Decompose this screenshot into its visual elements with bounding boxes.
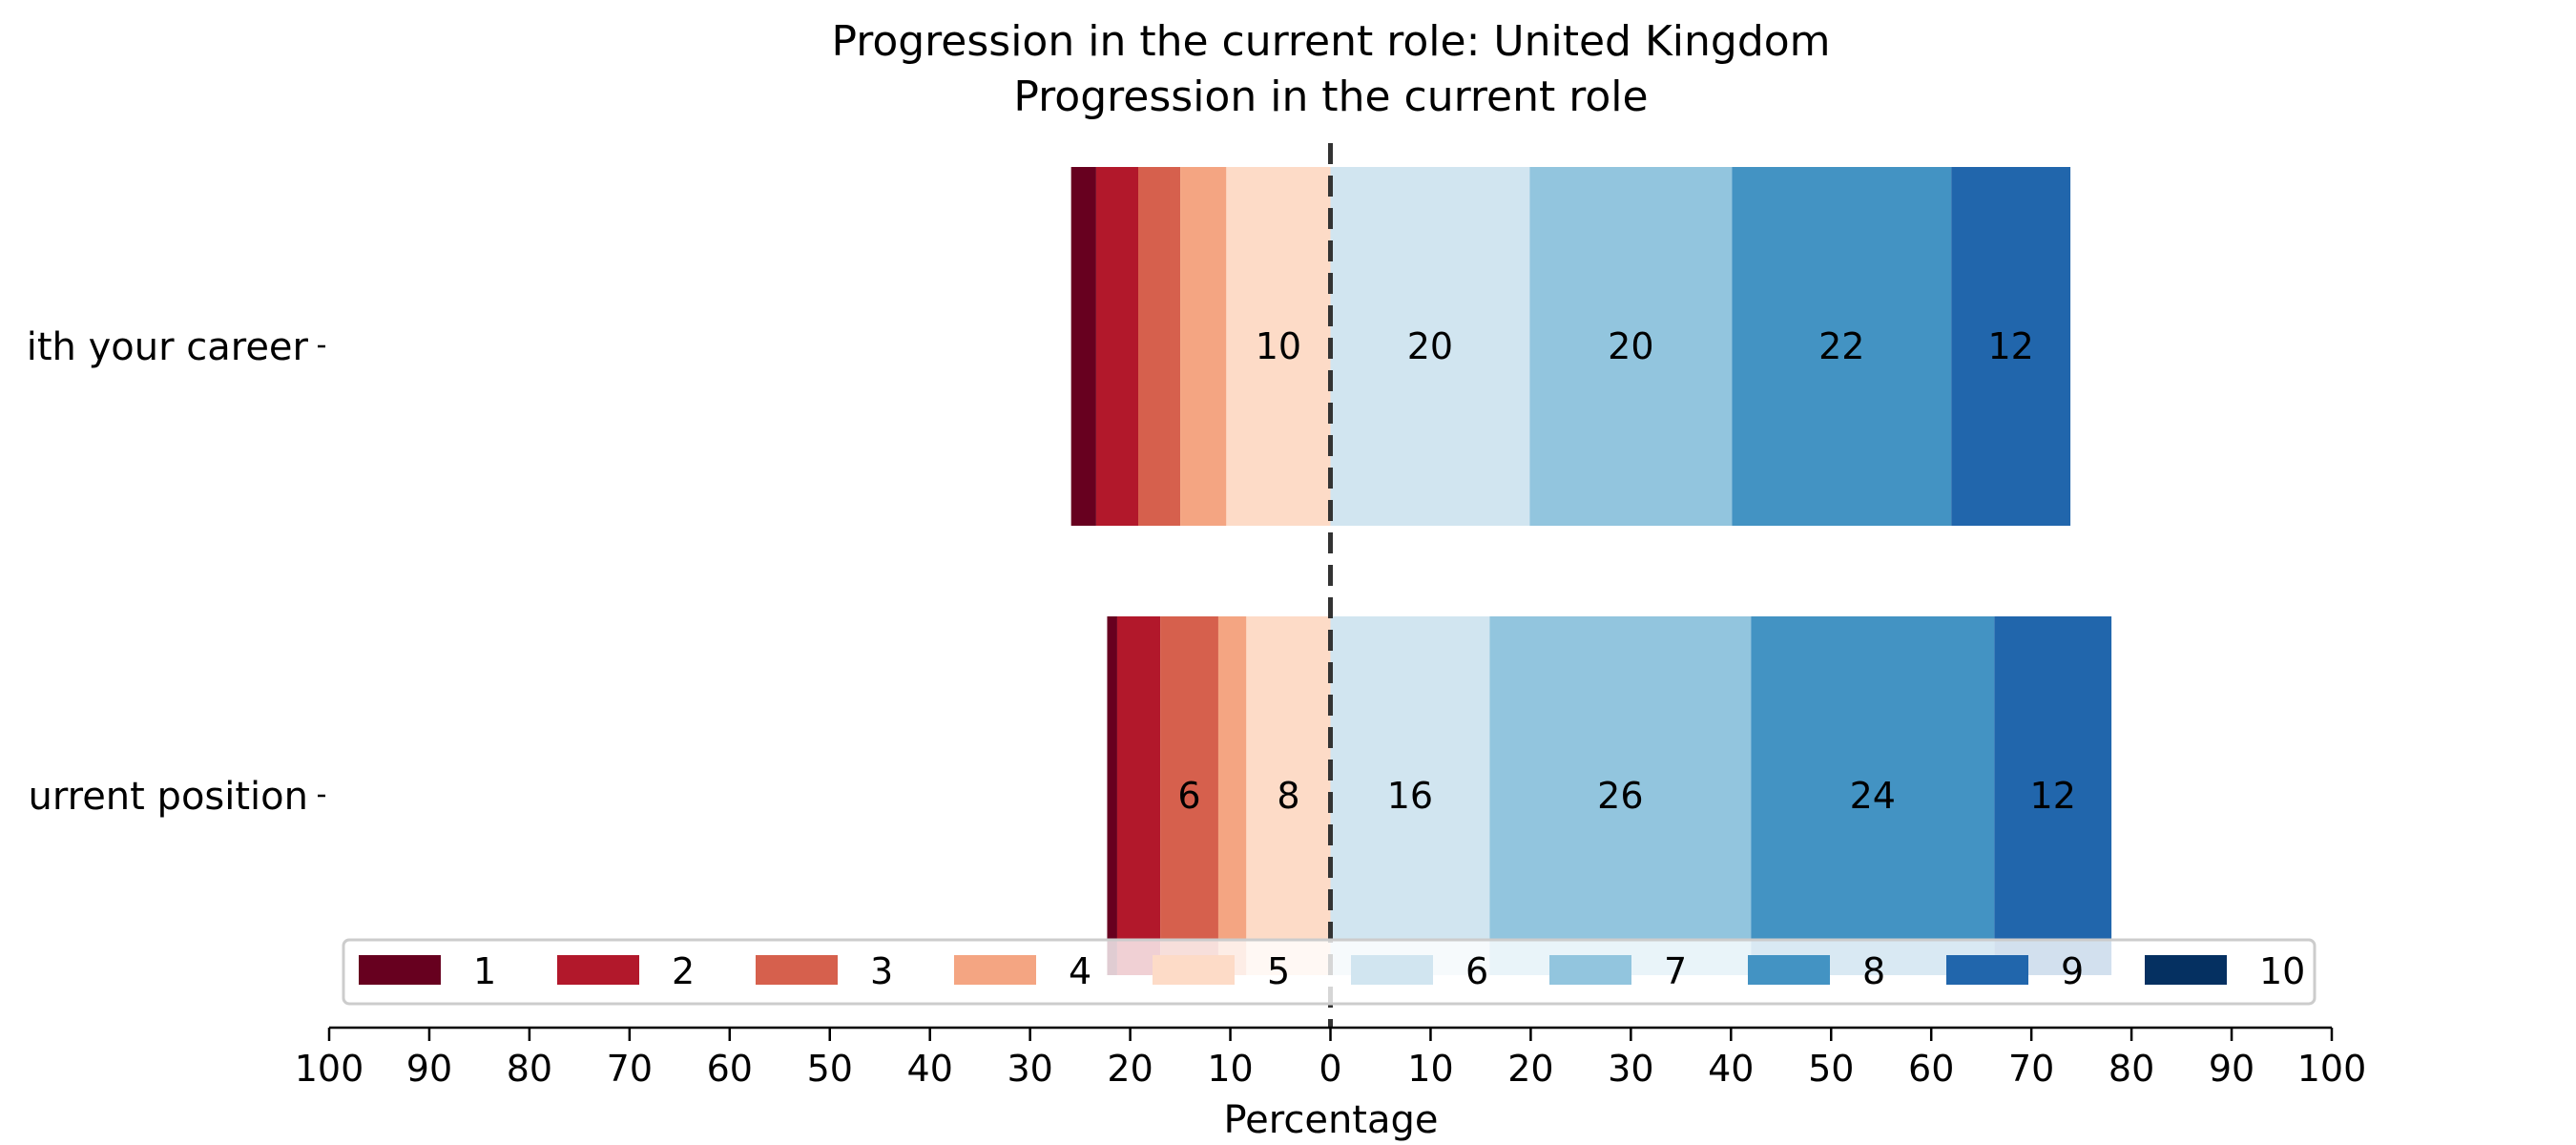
legend-label-1: 1 [473,950,496,992]
legend-swatch-6 [1351,955,1433,985]
x-tick-label-6: 40 [907,1048,953,1090]
bar-segment-2-8 [1751,616,1995,975]
legend-swatch-9 [1946,955,2028,985]
x-tick-label-19: 90 [2209,1048,2254,1090]
x-axis-label: Percentage [1223,1098,1438,1142]
data-label-2-6: 16 [1387,775,1433,817]
bar-segment-2-2 [1116,616,1161,975]
bar-segment-1-3 [1137,167,1181,526]
bar-segment-2-4 [1217,616,1247,975]
data-label-1-6: 20 [1407,325,1453,367]
legend-label-7: 7 [1664,950,1687,992]
bar-segment-1-5 [1226,167,1331,526]
bar-segment-2-7 [1489,616,1752,975]
x-tick-label-17: 70 [2008,1048,2054,1090]
data-label-1-9: 12 [1987,325,2033,367]
data-label-2-9: 12 [2030,775,2076,817]
x-tick-label-7: 30 [1007,1048,1052,1090]
bar-segment-2-5 [1246,616,1331,975]
chart-title: Progression in the current role: United … [831,17,1830,66]
x-tick-label-5: 50 [807,1048,853,1090]
data-label-2-7: 26 [1597,775,1643,817]
bars-group [1070,167,2112,975]
bar-segment-2-9 [1994,616,2112,975]
x-tick-label-20: 100 [2297,1048,2367,1090]
bar-segment-1-6 [1330,167,1530,526]
legend-swatch-2 [557,955,639,985]
bar-segment-1-1 [1070,167,1096,526]
legend-label-5: 5 [1267,950,1290,992]
x-axis: 100 90 80 70 60 50 40 30 20 10 0 10 20 30 40 50 60 70 80 90… [295,1026,2367,1142]
y-tick-label-2: urrent position [29,775,308,819]
legend-swatch-5 [1153,955,1235,985]
x-tick-label-2: 80 [507,1048,552,1090]
bar-segment-1-2 [1095,167,1138,526]
legend-swatch-10 [2145,955,2227,985]
y-axis: ith your career urrent position [27,325,325,819]
x-tick-label-4: 60 [707,1048,753,1090]
legend-label-9: 9 [2061,950,2084,992]
legend-swatch-3 [756,955,838,985]
bar-segment-1-4 [1180,167,1227,526]
x-tick-label-18: 80 [2109,1048,2154,1090]
x-tick-label-15: 50 [1808,1048,1854,1090]
x-tick-label-10: 0 [1319,1048,1341,1090]
data-label-2-3: 6 [1177,775,1200,817]
bar-segment-1-7 [1529,167,1733,526]
legend-label-8: 8 [1862,950,1885,992]
x-tick-label-1: 90 [406,1048,452,1090]
chart-subtitle: Progression in the current role [1013,73,1648,121]
legend-label-2: 2 [672,950,695,992]
x-tick-label-14: 40 [1708,1048,1754,1090]
bar-segment-1-8 [1732,167,1952,526]
bar-segment-2-3 [1160,616,1218,975]
data-label-1-7: 20 [1608,325,1653,367]
bar-segment-2-6 [1330,616,1490,975]
legend-label-3: 3 [870,950,893,992]
legend-label-4: 4 [1069,950,1091,992]
legend-label-6: 6 [1465,950,1488,992]
legend-swatch-1 [359,955,441,985]
data-label-2-8: 24 [1850,775,1896,817]
x-tick-label-3: 70 [607,1048,653,1090]
legend: 1 2 3 4 5 6 7 8 9 10 [342,938,2316,1006]
bar-segment-1-9 [1951,167,2071,526]
x-ticks: 100 90 80 70 60 50 40 30 20 10 0 10 20 30 40 50 60 70 80 90… [295,1028,2367,1090]
x-tick-label-11: 10 [1407,1048,1453,1090]
data-label-1-8: 22 [1818,325,1864,367]
bar-segment-2-1 [1107,616,1117,975]
data-labels-group: 10 20 20 22 12 6 8 16 26 24 12 [1177,325,2075,817]
x-tick-label-12: 20 [1507,1048,1553,1090]
x-tick-label-16: 60 [1908,1048,1954,1090]
x-tick-label-8: 20 [1107,1048,1153,1090]
x-tick-label-0: 100 [295,1048,364,1090]
x-tick-label-13: 30 [1608,1048,1653,1090]
data-label-2-5: 8 [1277,775,1299,817]
legend-label-10: 10 [2259,950,2305,992]
legend-swatch-7 [1549,955,1631,985]
legend-swatch-8 [1748,955,1830,985]
y-tick-label-1: ith your career [27,325,309,369]
legend-items: 1 2 3 4 5 6 7 8 9 10 [359,950,2305,992]
data-label-1-5: 10 [1256,325,1301,367]
legend-swatch-4 [954,955,1036,985]
x-tick-label-9: 10 [1207,1048,1253,1090]
